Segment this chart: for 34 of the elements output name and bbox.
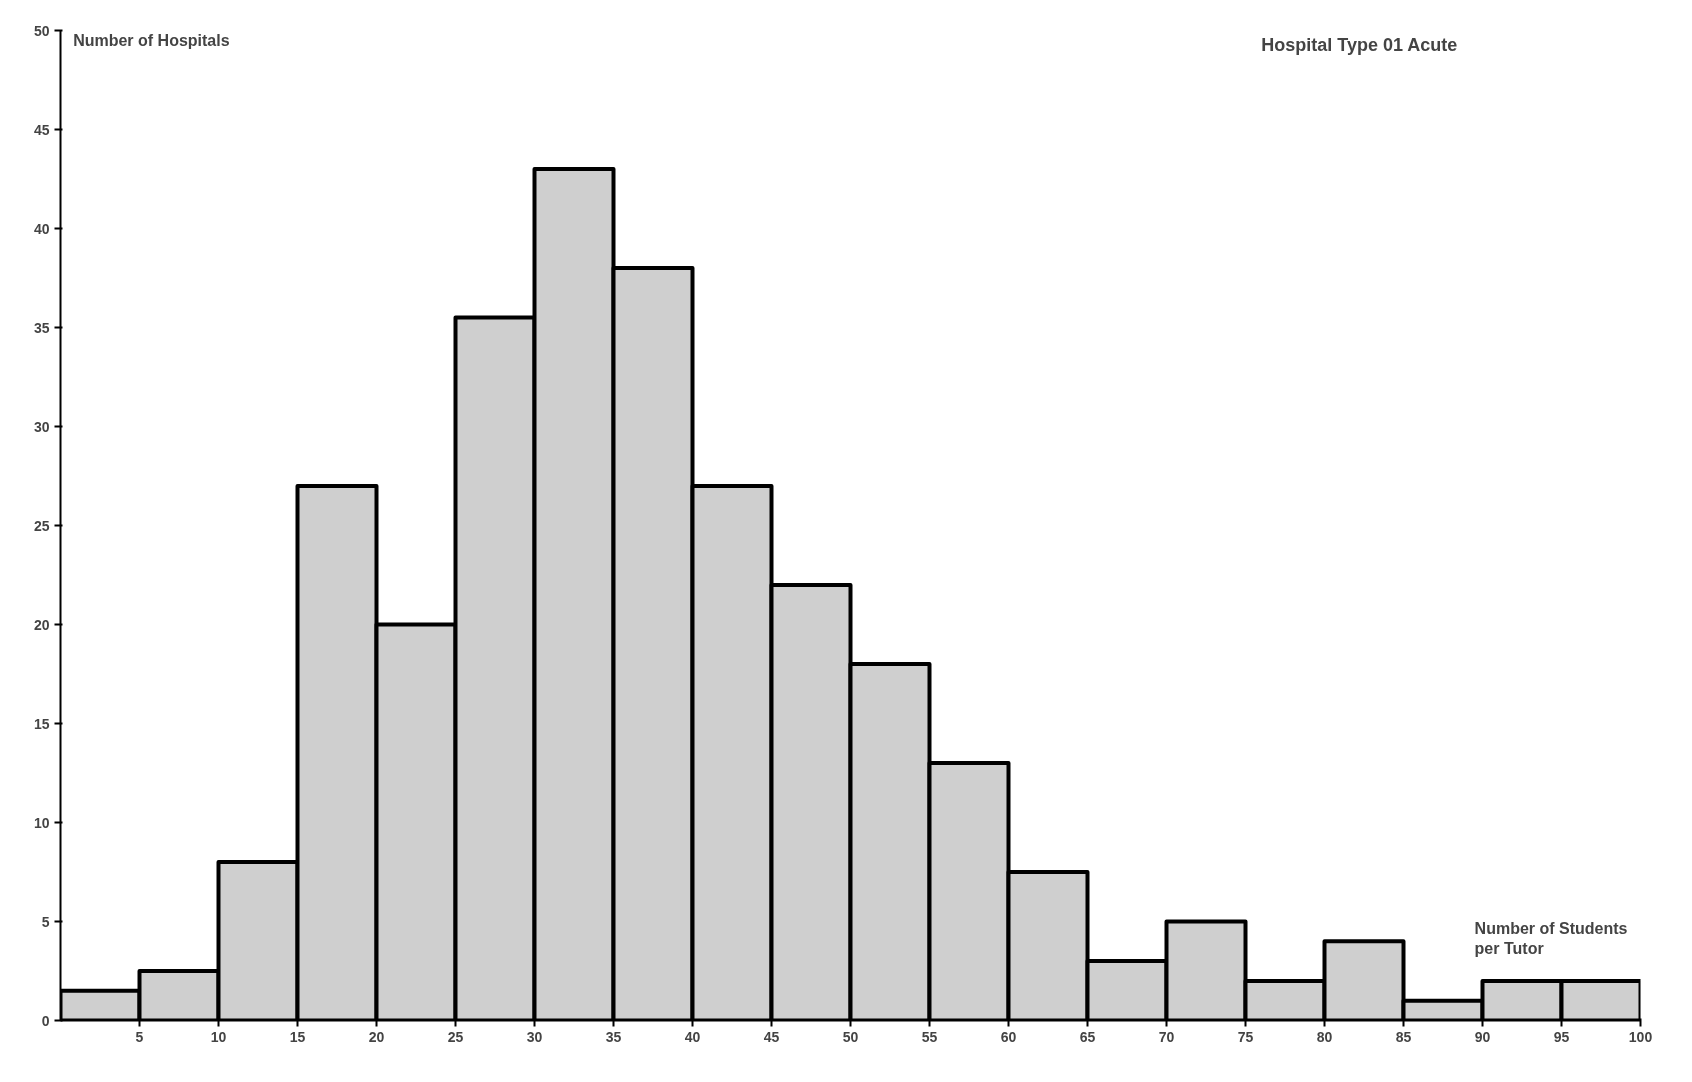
chart-title: Hospital Type 01 Acute (1261, 34, 1458, 55)
x-tick-label: 60 (1000, 1028, 1017, 1045)
x-tick-label: 45 (763, 1028, 780, 1045)
x-tick-label: 10 (210, 1028, 227, 1045)
x-tick-label: 50 (842, 1028, 859, 1045)
y-tick-label: 20 (33, 616, 50, 633)
x-tick-label: 25 (447, 1028, 464, 1045)
x-tick-label: 80 (1316, 1028, 1333, 1045)
y-tick-label: 15 (33, 715, 50, 732)
x-tick-label: 15 (289, 1028, 306, 1045)
x-tick-label: 90 (1474, 1028, 1491, 1045)
x-tick-label: 20 (368, 1028, 385, 1045)
x-axis-title: Number of Students per Tutor (1474, 920, 1628, 958)
y-axis-title: Number of Hospitals (73, 31, 230, 49)
y-tick-label: 35 (33, 319, 50, 336)
x-tick-label: 85 (1395, 1028, 1412, 1045)
y-tick-label: 40 (33, 220, 50, 237)
x-tick-label: 100 (1628, 1028, 1653, 1045)
x-tick-label: 95 (1553, 1028, 1570, 1045)
x-tick-label: 35 (605, 1028, 622, 1045)
y-tick-label: 0 (41, 1012, 50, 1029)
x-tick-label: 40 (684, 1028, 701, 1045)
x-tick-label: 30 (526, 1028, 543, 1045)
y-tick-label: 50 (33, 22, 50, 39)
x-tick-label: 65 (1079, 1028, 1096, 1045)
y-tick-label: 25 (33, 517, 50, 534)
y-tick-label: 10 (33, 814, 50, 831)
y-tick-label: 45 (33, 121, 50, 138)
x-tick-label: 75 (1237, 1028, 1254, 1045)
y-tick-label: 5 (41, 913, 50, 930)
y-tick-label: 30 (33, 418, 50, 435)
x-tick-label: 70 (1158, 1028, 1175, 1045)
x-tick-label: 55 (921, 1028, 938, 1045)
x-tick-label: 5 (135, 1028, 144, 1045)
